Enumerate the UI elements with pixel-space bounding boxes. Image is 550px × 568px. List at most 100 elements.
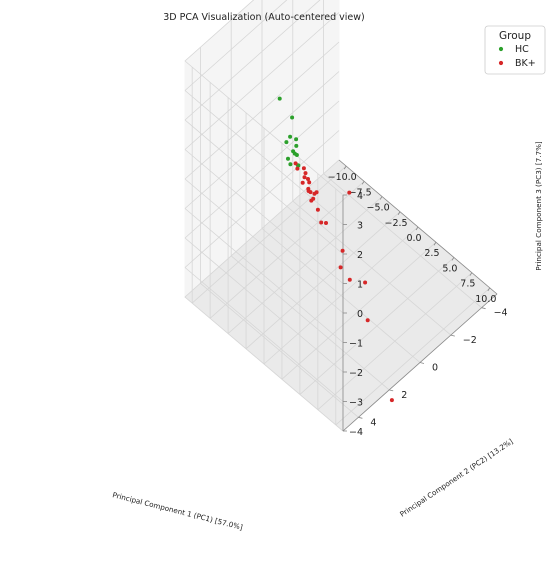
- grid-line: [184, 149, 344, 284]
- y-tick-mark: [358, 416, 363, 419]
- data-point-bk: [300, 180, 305, 185]
- x-tick-mark: [379, 196, 383, 200]
- z-tick-label: −4: [349, 427, 363, 438]
- x-tick-label: 7.5: [460, 279, 475, 290]
- x-tick-mark: [397, 211, 401, 215]
- tick-labels: −10.0 −7.5 −5.0 −2.5 0.02.55.07.510.0 −4 −2 0 2 4…: [328, 172, 508, 438]
- z-tick-label: −3: [349, 398, 363, 409]
- data-point-bk: [363, 280, 368, 285]
- data-point-bk: [389, 398, 394, 403]
- z-tick-label: 1: [357, 280, 363, 291]
- axes-panes: [184, 0, 498, 433]
- x-tick-label: 2.5: [424, 248, 439, 259]
- z-tick-label: 4: [357, 191, 363, 202]
- grid-line: [184, 267, 344, 402]
- x-tick-label: −5.0: [367, 203, 390, 214]
- data-point-bk: [306, 177, 310, 181]
- z-tick-label: 0: [357, 309, 363, 320]
- grid-line: [323, 173, 482, 309]
- x-tick-mark: [343, 165, 347, 170]
- x-tick-label: 0.0: [406, 233, 421, 244]
- z-tick-label: 2: [357, 250, 363, 261]
- legend-label-bk: BK+: [515, 58, 536, 69]
- y-tick-mark: [481, 307, 486, 310]
- data-point-bk: [308, 190, 313, 195]
- x-tick-mark: [487, 287, 491, 292]
- data-point-bk: [306, 186, 311, 191]
- x-tick-label: −10.0: [328, 172, 357, 183]
- grid-line: [184, 100, 340, 239]
- grid-line: [261, 228, 421, 363]
- data-point-hc: [294, 143, 299, 148]
- data-point-bk: [295, 166, 300, 171]
- chart-title: 3D PCA Visualization (Auto-centered view…: [163, 12, 365, 23]
- x-tick-mark: [469, 272, 473, 276]
- data-point-bk: [293, 161, 298, 166]
- legend-label-hc: HC: [515, 44, 529, 55]
- x-tick-label: 10.0: [475, 294, 496, 305]
- legend-marker-hc: [498, 46, 504, 52]
- grid-line: [230, 255, 390, 391]
- data-point-bk: [338, 265, 343, 270]
- data-point-hc: [288, 134, 293, 139]
- x-tick-label: 5.0: [442, 263, 457, 274]
- grid-line: [184, 237, 344, 373]
- data-point-hc: [277, 96, 282, 101]
- gridlines: [184, 0, 491, 432]
- data-point-bk: [340, 248, 345, 253]
- z-tick-label: −2: [349, 368, 363, 379]
- data-point-hc: [286, 156, 290, 161]
- legend[interactable]: Group HC BK+: [484, 25, 546, 75]
- data-point-hc: [294, 153, 299, 157]
- data-point-bk: [347, 190, 352, 195]
- grid-line: [200, 282, 359, 418]
- grid-line: [184, 296, 344, 432]
- data-point-bk: [314, 190, 319, 195]
- data-point-bk: [307, 180, 312, 185]
- y-tick-mark: [389, 389, 394, 392]
- x-axis-label: Principal Component 1 (PC1) [57.0%]: [112, 490, 244, 532]
- grid-line: [184, 41, 340, 180]
- grid-line: [184, 0, 321, 121]
- y-tick-label: 0: [432, 363, 438, 374]
- data-points: [277, 96, 394, 403]
- data-point-bk: [347, 277, 352, 282]
- x-tick-label: −7.5: [349, 187, 372, 198]
- data-point-bk: [302, 175, 307, 180]
- grid-line: [184, 119, 344, 255]
- z-tick-label: −1: [349, 339, 363, 350]
- y-tick-mark: [419, 362, 425, 364]
- data-point-bk: [309, 198, 314, 203]
- data-point-bk: [303, 171, 308, 176]
- grid-line: [184, 60, 344, 196]
- grid-line: [184, 159, 340, 298]
- z-tick-label: 3: [357, 221, 363, 232]
- x-tick-mark: [415, 226, 419, 231]
- data-point-hc: [284, 140, 289, 145]
- data-point-bk: [324, 221, 328, 225]
- z-axis-label: Principal Component 3 (PC3) [7.7%]: [534, 141, 543, 271]
- y-tick-label: −4: [494, 308, 508, 319]
- grid-line: [184, 0, 288, 91]
- y-tick-mark: [450, 334, 455, 337]
- grid-line: [184, 71, 340, 209]
- data-point-hc: [296, 163, 301, 168]
- grid-line: [184, 178, 344, 314]
- y-tick-label: 2: [401, 390, 407, 401]
- y-axis-label: Principal Component 2 (PC2) [13.2%]: [398, 437, 515, 519]
- x-tick-mark: [361, 181, 365, 185]
- grid-line: [184, 12, 340, 150]
- data-point-bk: [315, 207, 320, 212]
- data-point-bk: [365, 318, 370, 323]
- axis-lines: [338, 159, 498, 432]
- data-point-bk: [301, 166, 306, 171]
- y-tick-label: 4: [370, 417, 376, 428]
- y-tick-label: −2: [463, 335, 477, 346]
- x-tick-label: −2.5: [385, 218, 408, 229]
- data-point-bk: [319, 220, 324, 225]
- grid-line: [184, 208, 344, 343]
- grid-line: [292, 200, 452, 336]
- data-point-hc: [294, 137, 299, 142]
- grid-line: [184, 0, 255, 62]
